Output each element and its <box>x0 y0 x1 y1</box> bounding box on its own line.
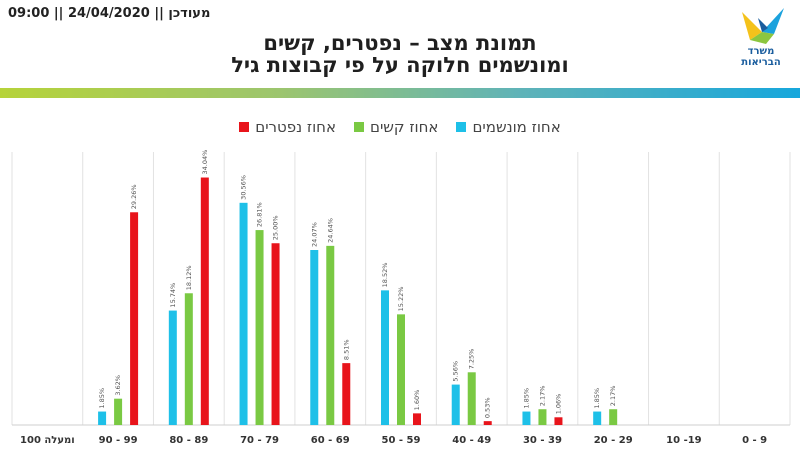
value-label: 1.85% <box>522 388 530 409</box>
bar-deceased <box>554 417 563 425</box>
logo-line-1: משרד <box>747 46 775 57</box>
title-line-2: ומונשמים חלוקה על פי קבוצות גיל <box>231 53 569 77</box>
value-label: 26.81% <box>256 202 264 227</box>
bar-severe <box>538 409 547 425</box>
value-label: 2.17% <box>538 386 546 407</box>
bar-severe <box>326 245 335 425</box>
category-label: 30 - 39 <box>523 435 562 446</box>
bar-deceased <box>483 421 492 425</box>
bar-ventilated <box>98 411 107 425</box>
chart-legend: אחוז נפטרים אחוז קשים אחוז מונשמים <box>200 118 600 136</box>
value-label: 7.25% <box>468 349 476 370</box>
category-label: 50 - 59 <box>382 435 421 446</box>
legend-item-deceased: אחוז נפטרים <box>239 118 336 136</box>
bar-ventilated <box>168 310 177 425</box>
legend-label-ventilated: אחוז מונשמים <box>472 118 561 136</box>
logo-text: משרד הבריאות <box>728 46 794 68</box>
value-label: 1.06% <box>554 394 562 415</box>
header-gradient-bar <box>0 88 800 98</box>
legend-swatch-deceased <box>239 122 250 132</box>
value-label: 1.85% <box>98 388 106 409</box>
bar-deceased <box>200 177 209 425</box>
value-label: 15.74% <box>169 283 177 308</box>
value-label: 24.07% <box>310 222 318 247</box>
bar-severe <box>609 409 618 425</box>
category-label: 20 - 29 <box>594 435 633 446</box>
bar-ventilated <box>593 411 602 425</box>
category-label: 70 - 79 <box>240 435 279 446</box>
value-label: 8.51% <box>342 339 350 360</box>
legend-item-severe: אחוז קשים <box>354 118 438 136</box>
bar-deceased <box>130 212 139 425</box>
category-label: 40 - 49 <box>452 435 491 446</box>
bar-deceased <box>342 363 351 425</box>
bar-ventilated <box>239 202 248 425</box>
category-label: 100 ומעלה <box>20 435 75 446</box>
value-label: 30.56% <box>240 175 248 200</box>
value-label: 25.00% <box>272 215 280 240</box>
bar-deceased <box>413 413 421 425</box>
value-label: 0.53% <box>484 397 492 418</box>
updated-timestamp: מעודכן || 24/04/2020 || 09:00 <box>8 6 211 21</box>
value-label: 1.85% <box>593 388 601 409</box>
value-label: 34.04% <box>201 150 209 175</box>
category-label: 60 - 69 <box>311 435 350 446</box>
value-label: 18.52% <box>381 263 389 288</box>
logo-mark-icon <box>742 8 784 44</box>
value-label: 2.17% <box>609 386 617 407</box>
bar-ventilated <box>381 290 389 425</box>
title-line-1: תמונת מצב – נפטרים, קשים <box>263 31 537 55</box>
value-label: 5.56% <box>452 361 460 382</box>
legend-label-deceased: אחוז נפטרים <box>255 118 336 136</box>
bar-severe <box>114 398 123 425</box>
legend-swatch-ventilated <box>456 122 467 132</box>
category-label: 0 - 9 <box>742 435 767 446</box>
legend-swatch-severe <box>354 122 364 132</box>
value-label: 24.64% <box>326 218 334 243</box>
page-title: תמונת מצב – נפטרים, קשים ומונשמים חלוקה … <box>150 32 650 76</box>
value-label: 1.60% <box>413 390 421 411</box>
ministry-logo: משרד הבריאות <box>728 4 794 82</box>
category-label: 80 - 89 <box>169 435 208 446</box>
bar-deceased <box>271 243 280 425</box>
legend-label-severe: אחוז קשים <box>370 118 439 136</box>
category-label: 90 - 99 <box>99 435 138 446</box>
bar-severe <box>184 293 193 425</box>
value-label: 18.12% <box>185 265 193 290</box>
bar-ventilated <box>522 411 531 425</box>
bar-severe <box>255 230 264 425</box>
value-label: 15.22% <box>397 287 405 312</box>
category-label: 10 -19 <box>666 435 702 446</box>
bar-ventilated <box>310 250 319 425</box>
legend-item-ventilated: אחוז מונשמים <box>456 118 561 136</box>
bar-severe <box>467 372 476 425</box>
value-label: 3.62% <box>114 375 122 396</box>
bar-severe <box>397 314 405 425</box>
bar-chart: 100 ומעלה 1.85% 3.62% 29.26% 90 - 99 15.74% 18… <box>11 150 791 446</box>
value-label: 29.26% <box>130 184 138 209</box>
logo-line-2: הבריאות <box>741 57 781 68</box>
bar-ventilated <box>451 384 460 425</box>
